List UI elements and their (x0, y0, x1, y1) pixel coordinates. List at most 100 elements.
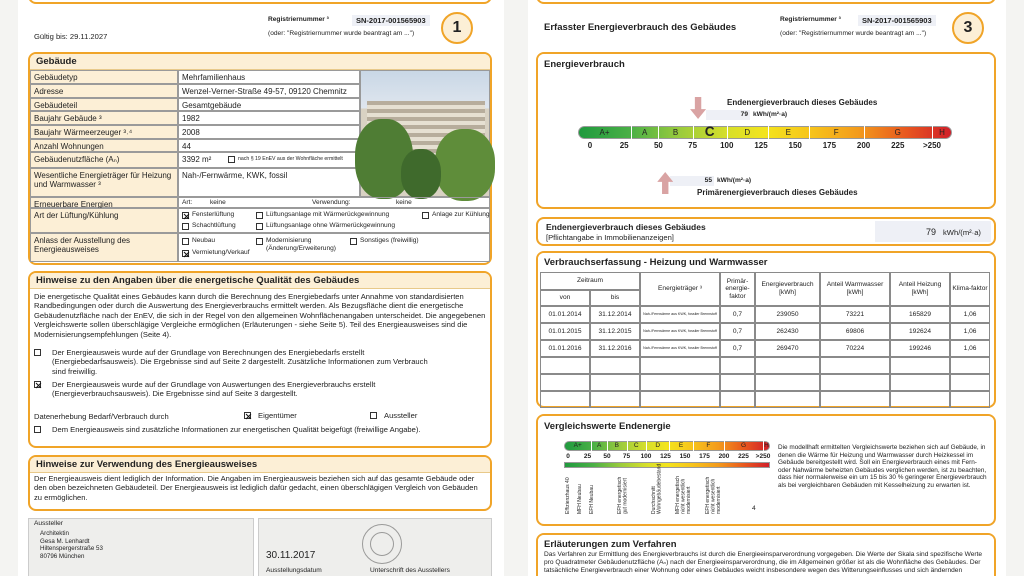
checkbox (228, 156, 235, 163)
table-head: Zeitraum (540, 272, 640, 290)
table-cell (755, 374, 820, 391)
table-cell: 0,7 (720, 323, 755, 340)
issuer-line: Architektin (40, 530, 69, 537)
table-cell: 165829 (890, 306, 950, 323)
class-label: E (678, 442, 684, 449)
tick-label: 175 (822, 141, 837, 150)
table-cell: 192624 (890, 323, 950, 340)
renewable-use: keine (396, 199, 412, 206)
row-value: 2008 (178, 125, 360, 139)
table-cell: Nah-/Fernwärme aus KWK, fossiler Brennst… (640, 323, 720, 340)
table-cell (540, 357, 590, 374)
comparison-text: Die modellhaft ermittelten Vergleichswer… (778, 444, 987, 489)
renewable-art-label: Art: (182, 199, 193, 206)
survey-label: Datenerhebung Bedarf/Verbrauch durch (34, 412, 169, 421)
class-divider (591, 441, 593, 451)
tick-label: 125 (660, 453, 671, 460)
row-value: Gesamtgebäude (178, 98, 360, 111)
option-label: Anlage zur Kühlung (432, 211, 490, 218)
table-cell: 31.12.2014 (590, 306, 640, 323)
class-label: H (939, 128, 945, 137)
value-field (875, 221, 991, 242)
class-label: G (894, 128, 901, 137)
reference-label: Effizienzhaus 40 (565, 477, 571, 514)
class-divider (646, 441, 647, 451)
class-divider (607, 441, 608, 451)
end-box-unit: kWh/(m²·a) (943, 228, 981, 237)
reg-note: (oder: "Registriernummer wurde beantragt… (268, 30, 415, 37)
issuer-line: 80796 München (40, 552, 85, 560)
valid-until: Gültig bis: 29.11.2027 (34, 32, 108, 41)
row-label: Anlass der Ausstellung des Energieauswei… (30, 233, 178, 262)
tick-label: 125 (754, 141, 768, 150)
table-cell: 239050 (755, 306, 820, 323)
date-label: Ausstellungsdatum (266, 567, 322, 574)
class-label: G (740, 442, 747, 449)
checkbox (350, 238, 357, 245)
tick-label: 175 (699, 453, 710, 460)
survey-option: Aussteller (384, 411, 418, 420)
checkbox (34, 426, 41, 433)
table-cell: 269470 (755, 340, 820, 357)
table-cell (590, 357, 640, 374)
class-label: D (655, 442, 661, 449)
option-label: Sonstiges (freiwillig) (360, 237, 419, 244)
area-note: nach § 19 EnEV aus der Wohnfläche ermitt… (238, 156, 343, 162)
reg-note: (oder: "Registriernummer wurde beantragt… (780, 30, 927, 37)
table-head: bis (590, 290, 640, 306)
reference-label: MFH energetisch nicht wesentlich moderni… (675, 475, 692, 514)
comparison-band (564, 462, 770, 468)
class-divider (863, 126, 865, 139)
stamp (362, 524, 402, 564)
row-value: 1982 (178, 111, 360, 125)
table-cell: 1,06 (950, 323, 990, 340)
row-value (178, 208, 490, 233)
reference-label: EFH Neubau (589, 485, 595, 514)
row-label: Gebäudeteil (30, 98, 178, 111)
note-extra: Dem Energieausweis sind zusätzliche Info… (52, 425, 421, 434)
box-title: Hinweise zur Verwendung des Energieauswe… (30, 457, 490, 473)
renewable-art: keine (210, 199, 226, 206)
end-box-value: 79 (925, 227, 936, 237)
class-label: C (704, 124, 715, 139)
tick-label: 0 (566, 453, 570, 460)
table-cell: 01.01.2014 (540, 306, 590, 323)
row-value: Mehrfamilienhaus (178, 70, 360, 84)
option-label: Modernisierung (Änderung/Erweiterung) (266, 237, 337, 252)
row-label: Wesentliche Energieträger für Heizung un… (30, 168, 178, 197)
checkbox (256, 223, 263, 230)
class-divider (631, 126, 632, 139)
table-cell: 69806 (820, 323, 890, 340)
table-head: Anteil Heizung [kWh] (890, 272, 950, 306)
tick-label: 75 (688, 141, 698, 150)
table-cell (950, 374, 990, 391)
tick-label: 200 (856, 141, 871, 150)
table-cell (720, 391, 755, 408)
class-divider (692, 441, 694, 451)
table-cell (820, 357, 890, 374)
tick-label: 100 (640, 453, 652, 460)
class-divider (763, 441, 764, 451)
checkbox (34, 381, 41, 388)
method-box: Erläuterungen zum Verfahren (536, 533, 996, 576)
row-value (178, 197, 490, 208)
tick-label: 225 (738, 453, 749, 460)
class-divider (726, 126, 728, 139)
table-cell (590, 374, 640, 391)
table-cell (720, 374, 755, 391)
class-divider (808, 126, 810, 139)
table-head: Klima-faktor (950, 272, 990, 306)
note-item: Der Energieausweis wurde auf der Grundla… (52, 380, 376, 399)
scale-bar (578, 126, 952, 139)
class-label: H (764, 442, 769, 449)
table-cell (640, 357, 720, 374)
primary-value: 55 (704, 177, 712, 184)
tick-label: 225 (891, 141, 905, 150)
table-cell (720, 357, 755, 374)
row-value (178, 233, 490, 262)
class-divider (669, 441, 671, 451)
reg-label: Registriernummer ³ (780, 16, 841, 23)
tick-label: 150 (788, 141, 802, 150)
row-label: Erneuerbare Energien (30, 197, 178, 209)
tick-label: 150 (679, 453, 691, 460)
